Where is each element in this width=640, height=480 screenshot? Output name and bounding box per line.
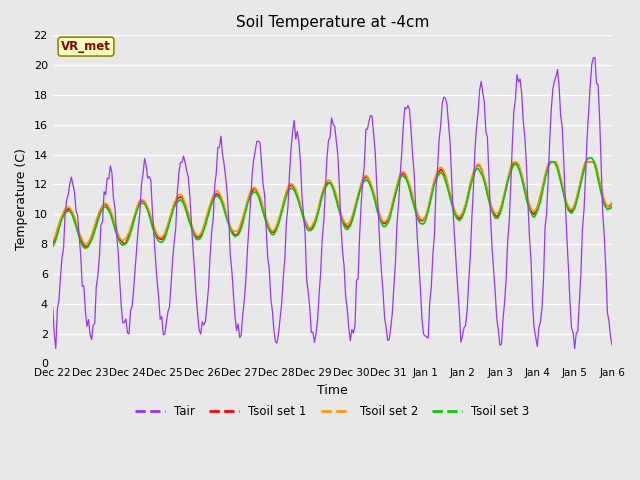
Legend: Tair, Tsoil set 1, Tsoil set 2, Tsoil set 3: Tair, Tsoil set 1, Tsoil set 2, Tsoil se… [131, 401, 534, 423]
Y-axis label: Temperature (C): Temperature (C) [15, 148, 28, 250]
X-axis label: Time: Time [317, 384, 348, 397]
Text: VR_met: VR_met [61, 40, 111, 53]
Title: Soil Temperature at -4cm: Soil Temperature at -4cm [236, 15, 429, 30]
